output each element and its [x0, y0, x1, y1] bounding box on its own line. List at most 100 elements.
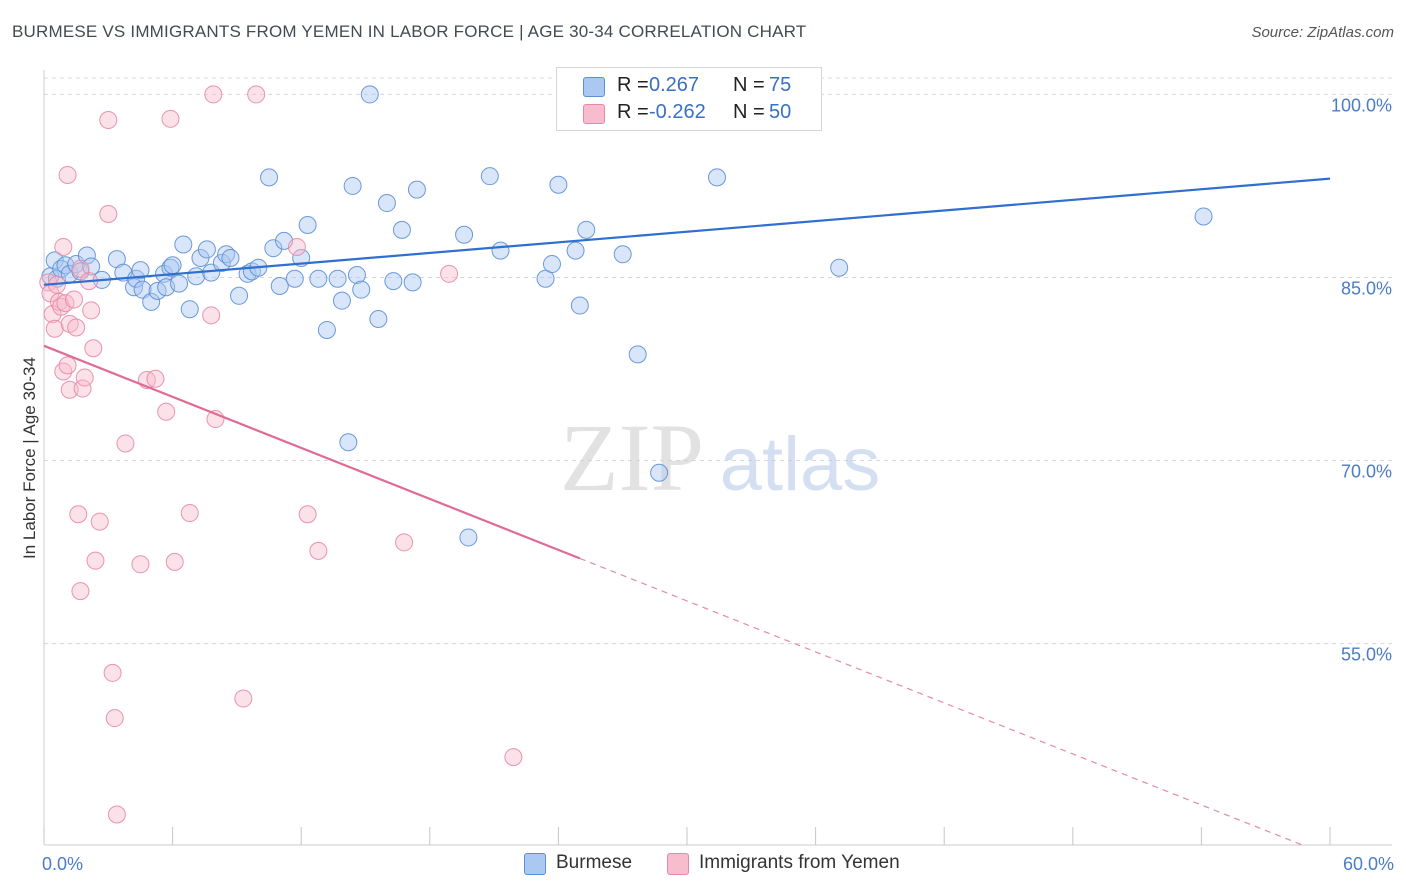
burmese-point: [163, 256, 182, 275]
yemen-point: [90, 512, 109, 531]
burmese-point: [455, 225, 474, 244]
legend-r-label: R =: [617, 74, 649, 96]
burmese-point: [328, 269, 347, 288]
legend-r-value: -0.262: [649, 101, 706, 123]
yemen-point: [287, 237, 306, 256]
burmese-point: [264, 239, 283, 258]
x-tick-label: 60.0%: [1343, 854, 1394, 874]
y-tick-label: 85.0%: [1341, 278, 1392, 298]
legend-n-label: N =: [733, 74, 765, 96]
watermark-zip: ZIP: [560, 404, 704, 511]
burmese-point: [82, 257, 101, 276]
yemen-point: [84, 339, 103, 358]
burmese-point: [298, 216, 317, 234]
yemen-point: [161, 109, 180, 128]
legend-n-value: 50: [769, 101, 792, 123]
yemen-point: [146, 369, 165, 388]
burmese-point: [830, 258, 849, 277]
yemen-point: [99, 205, 118, 224]
yemen-point: [180, 504, 199, 523]
burmese-point: [480, 167, 499, 186]
yemen-point: [309, 541, 328, 560]
burmese-point: [197, 240, 216, 259]
yemen-point: [204, 85, 223, 104]
watermark-atlas: atlas: [720, 422, 881, 507]
series-legend: Burmese Immigrants from Yemen: [0, 852, 1406, 878]
grid-layer: [44, 77, 1392, 645]
burmese-point: [148, 281, 167, 300]
axis-layer: [43, 70, 1392, 846]
yemen-point: [157, 402, 176, 421]
burmese-point: [339, 433, 358, 452]
burmese-point: [369, 309, 388, 328]
burmese-point: [221, 248, 240, 267]
burmese-point: [174, 235, 193, 254]
burmese-point: [212, 253, 231, 272]
yemen-point: [105, 709, 124, 728]
yemen-point: [99, 111, 118, 130]
series-swatch-burmese: [524, 853, 546, 875]
burmese-point: [459, 528, 478, 547]
yemen-point: [58, 356, 77, 375]
burmese-point: [131, 261, 150, 280]
legend-n-label: N =: [733, 101, 765, 123]
yemen-point: [60, 380, 79, 399]
yemen-point: [504, 748, 523, 767]
yemen-point: [116, 434, 135, 453]
yemen-point: [440, 264, 459, 283]
burmese-point: [133, 280, 152, 299]
burmese-point: [285, 269, 304, 288]
burmese-point: [309, 269, 328, 288]
yemen-point: [67, 318, 86, 337]
yemen-trend-line-extension: [579, 557, 1303, 846]
chart-source: Source: ZipAtlas.com: [1251, 24, 1394, 41]
burmese-point: [360, 85, 379, 104]
tick-label-layer: 100.0% 85.0% 70.0% 55.0% 0.0% 60.0%: [42, 95, 1394, 874]
burmese-point: [549, 175, 568, 194]
yemen-point: [247, 85, 266, 104]
yemen-point: [54, 237, 73, 256]
burmese-point: [407, 180, 426, 199]
yemen-trend-line: [43, 344, 581, 560]
x-tick-label: 0.0%: [42, 854, 83, 874]
burmese-point: [343, 176, 362, 195]
legend-swatch-burmese: [583, 77, 605, 97]
legend-swatch-yemen: [583, 104, 605, 124]
burmese-point: [180, 300, 199, 319]
yemen-point: [103, 663, 122, 682]
yemen-point: [165, 552, 184, 571]
y-tick-label: 100.0%: [1331, 95, 1392, 115]
correlation-legend: R = 0.267 N = 75 R = -0.262 N = 50: [556, 67, 822, 131]
yemen-point: [234, 689, 253, 708]
yemen-point: [45, 319, 64, 338]
burmese-point: [161, 258, 180, 277]
y-tick-label: 70.0%: [1341, 462, 1392, 482]
burmese-point: [403, 273, 422, 292]
burmese-point: [392, 220, 411, 239]
burmese-point: [142, 292, 161, 311]
trend-layer: [43, 177, 1331, 846]
yemen-point: [65, 290, 84, 309]
burmese-point: [542, 255, 561, 274]
burmese-point: [491, 241, 510, 260]
watermark: ZIP atlas: [560, 404, 880, 511]
burmese-point: [187, 267, 206, 286]
yemen-point: [395, 533, 414, 552]
legend-n-value: 75: [769, 74, 792, 96]
yemen-point: [131, 555, 150, 574]
yemen-point: [202, 306, 221, 325]
yemen-point: [82, 301, 101, 320]
series-swatch-yemen: [667, 853, 689, 875]
burmese-point: [377, 194, 396, 213]
yemen-point: [107, 805, 126, 824]
chart-title: BURMESE VS IMMIGRANTS FROM YEMEN IN LABO…: [12, 22, 807, 41]
series-label-burmese: Burmese: [556, 852, 633, 873]
yemen-point: [58, 165, 77, 184]
y-tick-label: 55.0%: [1341, 645, 1392, 665]
yemen-point: [71, 582, 90, 601]
burmese-point: [570, 296, 589, 315]
burmese-point: [170, 274, 189, 293]
burmese-point: [347, 266, 366, 285]
burmese-point: [577, 220, 596, 239]
